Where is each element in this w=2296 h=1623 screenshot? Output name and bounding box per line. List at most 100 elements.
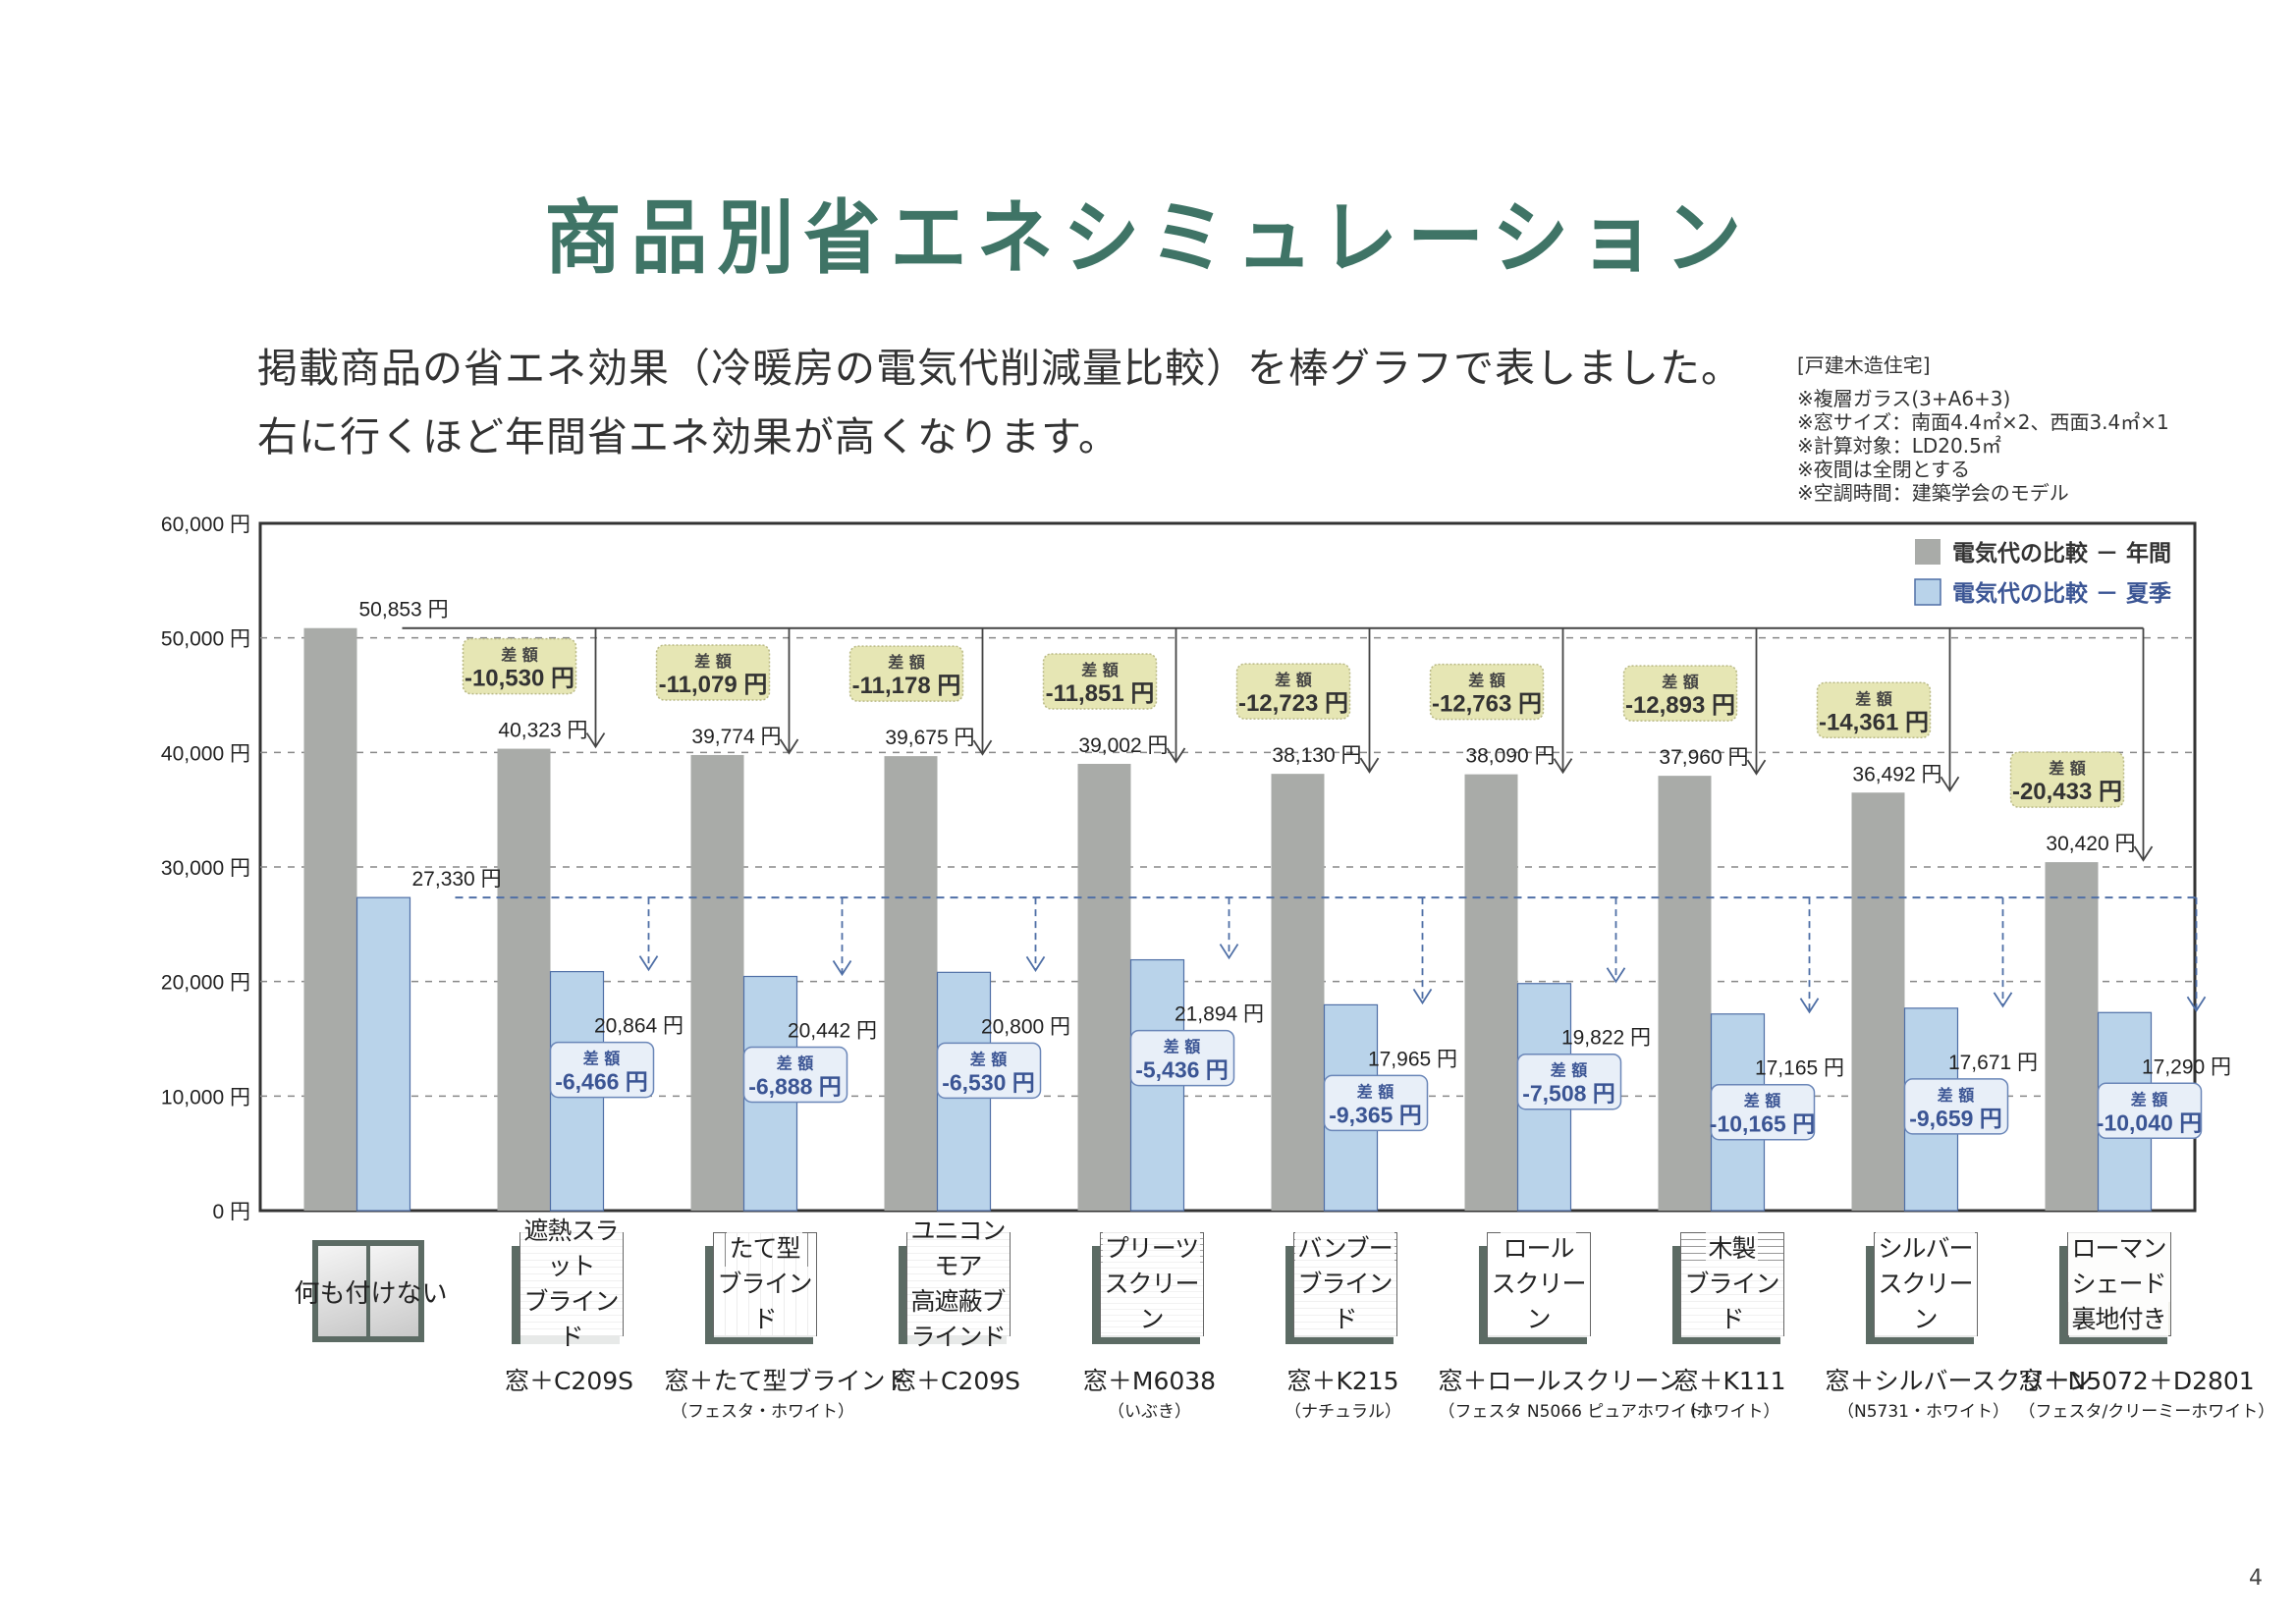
summer-arrowhead bbox=[1993, 992, 2013, 1008]
product-model: 窓＋C209S bbox=[504, 1367, 634, 1395]
annual-value-label: 38,090 円 bbox=[1465, 745, 1555, 768]
category-name: バンブー bbox=[1295, 1231, 1394, 1267]
summer-diff-callout bbox=[1710, 1083, 1816, 1141]
annual-diff-value: -20,433 円 bbox=[2012, 779, 2122, 805]
x-category: 何も付けない bbox=[278, 1232, 474, 1348]
annual-value-label: 30,420 円 bbox=[2046, 833, 2135, 855]
annual-diff-caption: 差 額 bbox=[2049, 759, 2086, 778]
y-tick-label: 30,000 円 bbox=[161, 857, 250, 880]
summer-diff-callout bbox=[742, 1046, 848, 1104]
product-model: 窓＋たて型ブラインド bbox=[664, 1367, 910, 1395]
vslats-shade-icon: たて型 ブラインド bbox=[712, 1231, 817, 1337]
annual-diff-caption: 差 額 bbox=[1662, 673, 1699, 691]
annual-diff-caption: 差 額 bbox=[501, 646, 538, 665]
annual-diff-callout bbox=[2009, 751, 2125, 808]
annual-diff-caption: 差 額 bbox=[888, 653, 925, 672]
legend-swatch-summer bbox=[1914, 578, 1941, 606]
annual-bar bbox=[1464, 774, 1518, 1211]
product-variant: （ナチュラル） bbox=[1285, 1402, 1401, 1422]
plain-shade-icon: ロール スクリーン bbox=[1486, 1231, 1591, 1337]
intro-line-1: 掲載商品の省エネ効果（冷暖房の電気代削減量比較）を棒グラフで表しました。 bbox=[257, 345, 1742, 392]
annual-arrowhead bbox=[779, 738, 799, 755]
summer-value-label: 20,864 円 bbox=[594, 1015, 683, 1038]
annual-diff-callout bbox=[1622, 665, 1738, 722]
summer-diff-value: -9,365 円 bbox=[1329, 1102, 1422, 1127]
legend-label-summer: 電気代の比較 － 夏季 bbox=[1952, 580, 2171, 607]
summer-arrowhead bbox=[638, 955, 659, 972]
summer-diff-value: -6,888 円 bbox=[748, 1074, 842, 1100]
summer-diff-callout bbox=[1323, 1074, 1429, 1132]
summer-diff-value: -10,040 円 bbox=[2097, 1109, 2202, 1135]
product-variant: （ホワイト） bbox=[1679, 1402, 1780, 1422]
summer-arrowhead bbox=[1412, 988, 1433, 1005]
annual-arrowhead bbox=[1553, 758, 1573, 775]
summer-diff-callout bbox=[2097, 1082, 2203, 1140]
category-name: スクリーン bbox=[1874, 1267, 1977, 1337]
category-name: ブラインド bbox=[713, 1267, 816, 1337]
annual-diff-value: -12,893 円 bbox=[1625, 692, 1735, 719]
summer-value-label: 19,822 円 bbox=[1561, 1027, 1651, 1050]
summer-diff-callout bbox=[1129, 1029, 1235, 1087]
category-name: たて型 bbox=[727, 1231, 802, 1267]
category-name: 遮熱スラット bbox=[519, 1214, 623, 1284]
x-category: プリーツ スクリーン 窓＋M6038 （いぶき） bbox=[1052, 1231, 1248, 1422]
x-category: 遮熱スラット ブラインド窓＋C209S bbox=[471, 1214, 668, 1397]
category-name: ブラインド bbox=[519, 1284, 623, 1355]
product-icon: ユニコンモア 高遮蔽ブラインド bbox=[893, 1214, 1020, 1355]
y-tick-label: 0 円 bbox=[212, 1201, 250, 1223]
summer-diff-caption: 差 額 bbox=[1357, 1082, 1394, 1101]
summer-bar bbox=[355, 896, 411, 1212]
category-name: ユニコンモア bbox=[906, 1214, 1010, 1284]
summer-value-label: 17,165 円 bbox=[1755, 1057, 1844, 1080]
annual-value-label: 36,492 円 bbox=[1852, 763, 1941, 785]
intro-text: 掲載商品の省エネ効果（冷暖房の電気代削減量比較）を棒グラフで表しました。 右に行… bbox=[257, 334, 1742, 471]
summer-diff-callout bbox=[1516, 1053, 1622, 1110]
summer-diff-value: -7,508 円 bbox=[1522, 1081, 1615, 1107]
summer-value-label: 20,800 円 bbox=[981, 1015, 1070, 1038]
page-number: 4 bbox=[2249, 1566, 2263, 1591]
annual-diff-value: -11,178 円 bbox=[852, 673, 961, 699]
x-category: ユニコンモア 高遮蔽ブラインド窓＋C209S bbox=[858, 1214, 1055, 1397]
annual-diff-value: -11,079 円 bbox=[659, 672, 768, 698]
annual-diff-caption: 差 額 bbox=[1468, 672, 1505, 690]
annual-value-label: 50,853 円 bbox=[359, 599, 449, 622]
category-name: ブラインド bbox=[1293, 1267, 1396, 1337]
annual-value-label: 38,130 円 bbox=[1272, 744, 1361, 767]
annual-bar bbox=[884, 756, 938, 1211]
summer-diff-caption: 差 額 bbox=[1551, 1061, 1588, 1080]
category-name: プリーツ bbox=[1102, 1231, 1201, 1267]
product-icon: 何も付けない bbox=[294, 1232, 448, 1348]
annual-diff-value: -11,851 円 bbox=[1046, 680, 1155, 707]
annual-diff-caption: 差 額 bbox=[1081, 661, 1119, 679]
product-model: 窓＋N5072＋D2801 bbox=[2018, 1367, 2255, 1395]
intro-line-2: 右に行くほど年間省エネ効果が高くなります。 bbox=[257, 413, 1120, 460]
category-name: 裏地付き bbox=[2069, 1302, 2168, 1337]
annual-diff-callout bbox=[1816, 681, 1932, 739]
annual-diff-caption: 差 額 bbox=[1855, 689, 1892, 708]
category-name: スクリーン bbox=[1100, 1267, 1203, 1337]
summer-diff-callout bbox=[549, 1041, 655, 1099]
summer-arrowhead bbox=[2186, 996, 2207, 1012]
pleat-shade-icon: プリーツ スクリーン bbox=[1099, 1231, 1204, 1337]
summer-value-label: 17,671 円 bbox=[1948, 1052, 2038, 1074]
annual-arrowhead bbox=[1359, 757, 1380, 774]
hslats-shade-icon: 木製 ブラインド bbox=[1679, 1231, 1784, 1337]
category-name: 高遮蔽ブラインド bbox=[906, 1284, 1010, 1355]
note-item: ※計算対象：LD20.5㎡ bbox=[1797, 434, 2001, 458]
category-name: ブラインド bbox=[1680, 1267, 1783, 1337]
summer-diff-value: -10,165 円 bbox=[1710, 1111, 1815, 1137]
product-model: 窓＋C209S bbox=[891, 1367, 1021, 1395]
category-name: ローマンシェード bbox=[2067, 1231, 2170, 1302]
annual-diff-caption: 差 額 bbox=[1275, 671, 1312, 689]
annual-diff-callout bbox=[1235, 663, 1351, 720]
product-icon: ロール スクリーン bbox=[1473, 1231, 1601, 1348]
summer-diff-caption: 差 額 bbox=[583, 1050, 621, 1068]
category-name: シルバー bbox=[1876, 1231, 1975, 1267]
notes-heading: [戸建木造住宅] bbox=[1797, 353, 1931, 377]
annual-bar bbox=[1271, 774, 1325, 1211]
annual-bar bbox=[497, 748, 551, 1211]
annual-arrowhead bbox=[2133, 845, 2154, 862]
y-tick-label: 60,000 円 bbox=[161, 514, 250, 536]
roman-shade-icon: ローマンシェード 裏地付き bbox=[2066, 1231, 2171, 1337]
hslats-shade-icon: 遮熱スラット ブラインド bbox=[519, 1214, 624, 1355]
